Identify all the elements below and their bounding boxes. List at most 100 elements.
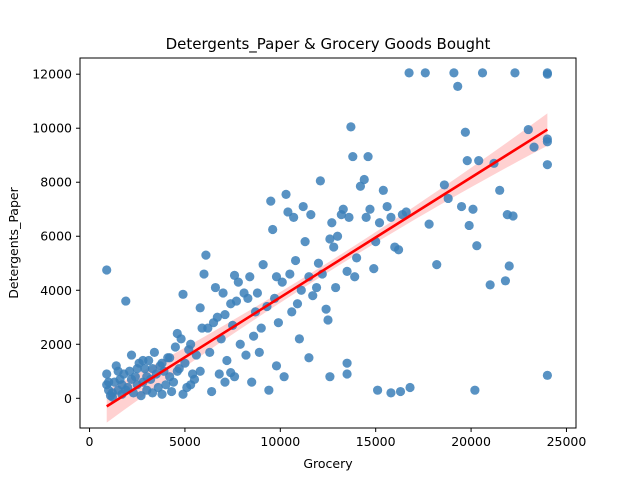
data-point: [195, 303, 205, 313]
data-point: [542, 69, 552, 79]
data-point: [327, 218, 337, 228]
data-point: [149, 347, 159, 357]
data-point: [279, 372, 289, 382]
x-axis-label: Grocery: [303, 456, 353, 471]
y-tick-label: 2000: [40, 337, 72, 352]
data-point: [281, 189, 291, 199]
data-point: [510, 68, 520, 78]
data-point: [161, 380, 171, 390]
data-point: [136, 390, 146, 401]
data-point: [229, 372, 240, 382]
data-point: [542, 370, 552, 380]
data-point: [346, 122, 356, 132]
data-point: [126, 350, 137, 360]
data-point: [304, 353, 314, 363]
data-point: [210, 282, 221, 293]
data-point: [395, 386, 406, 397]
data-point: [126, 374, 137, 384]
data-point: [245, 272, 255, 282]
x-tick-label: 20000: [451, 434, 491, 449]
data-point: [542, 137, 552, 147]
data-point: [342, 369, 352, 379]
data-point: [468, 204, 478, 214]
data-point: [363, 151, 373, 162]
data-point: [199, 269, 209, 279]
data-point: [325, 372, 335, 382]
data-point: [268, 224, 278, 235]
data-point: [477, 68, 488, 78]
data-point: [214, 369, 224, 379]
data-point: [311, 282, 322, 293]
data-point: [220, 377, 230, 387]
data-point: [350, 272, 360, 282]
data-point: [121, 296, 131, 306]
data-point: [170, 342, 180, 352]
data-point: [140, 363, 150, 374]
data-point: [254, 347, 264, 357]
y-tick-label: 4000: [40, 283, 72, 298]
data-point: [222, 355, 232, 366]
data-point: [485, 280, 495, 290]
data-point: [287, 307, 297, 317]
data-point: [285, 269, 295, 279]
data-point: [147, 363, 158, 374]
regression-line: [106, 128, 549, 408]
data-point: [504, 261, 514, 271]
data-point: [233, 277, 243, 287]
data-point: [205, 347, 215, 357]
data-point: [186, 380, 196, 390]
data-point: [405, 382, 415, 393]
data-point: [308, 291, 318, 301]
data-point: [271, 272, 282, 282]
data-point: [243, 293, 253, 303]
data-point: [113, 366, 123, 376]
y-axis-label: Detergents_Paper: [6, 186, 21, 298]
data-point: [298, 201, 308, 212]
data-point: [147, 388, 158, 398]
data-point: [166, 386, 177, 397]
data-point: [352, 253, 362, 263]
data-point: [342, 266, 352, 276]
data-point: [443, 193, 453, 204]
data-point: [165, 353, 175, 363]
data-point: [523, 124, 533, 135]
data-point: [542, 160, 552, 170]
data-point: [300, 237, 310, 247]
data-point: [212, 312, 222, 322]
data-point: [508, 211, 518, 221]
data-point: [462, 156, 472, 166]
data-point: [294, 334, 304, 344]
data-point: [453, 81, 463, 91]
data-point: [332, 231, 343, 241]
y-tick-label: 10000: [32, 121, 72, 136]
data-point: [292, 299, 303, 309]
data-point: [474, 156, 484, 166]
data-point: [178, 389, 188, 399]
data-point: [258, 260, 268, 270]
data-point: [277, 277, 287, 287]
data-point: [382, 201, 392, 212]
data-point: [296, 285, 306, 295]
data-point: [176, 334, 186, 344]
data-point: [107, 388, 118, 398]
data-point: [218, 288, 228, 298]
data-point: [231, 296, 242, 306]
y-tick-label: 12000: [32, 67, 72, 82]
data-point: [323, 315, 333, 325]
data-point: [235, 339, 245, 349]
data-point: [157, 389, 167, 399]
data-point: [104, 377, 114, 387]
data-point: [256, 323, 266, 333]
data-point: [102, 265, 112, 275]
data-point: [365, 204, 375, 214]
data-point: [464, 220, 474, 231]
data-point: [117, 380, 127, 390]
data-point: [264, 385, 274, 395]
plot-frame: [79, 57, 577, 429]
data-point: [424, 219, 434, 229]
data-point: [315, 176, 325, 186]
data-point: [132, 363, 142, 374]
data-point: [342, 358, 352, 368]
data-point: [249, 331, 259, 341]
data-point: [138, 355, 148, 366]
